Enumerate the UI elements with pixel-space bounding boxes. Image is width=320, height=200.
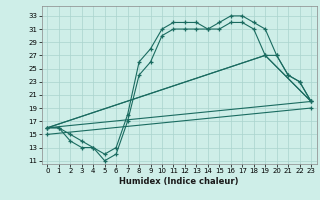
X-axis label: Humidex (Indice chaleur): Humidex (Indice chaleur): [119, 177, 239, 186]
